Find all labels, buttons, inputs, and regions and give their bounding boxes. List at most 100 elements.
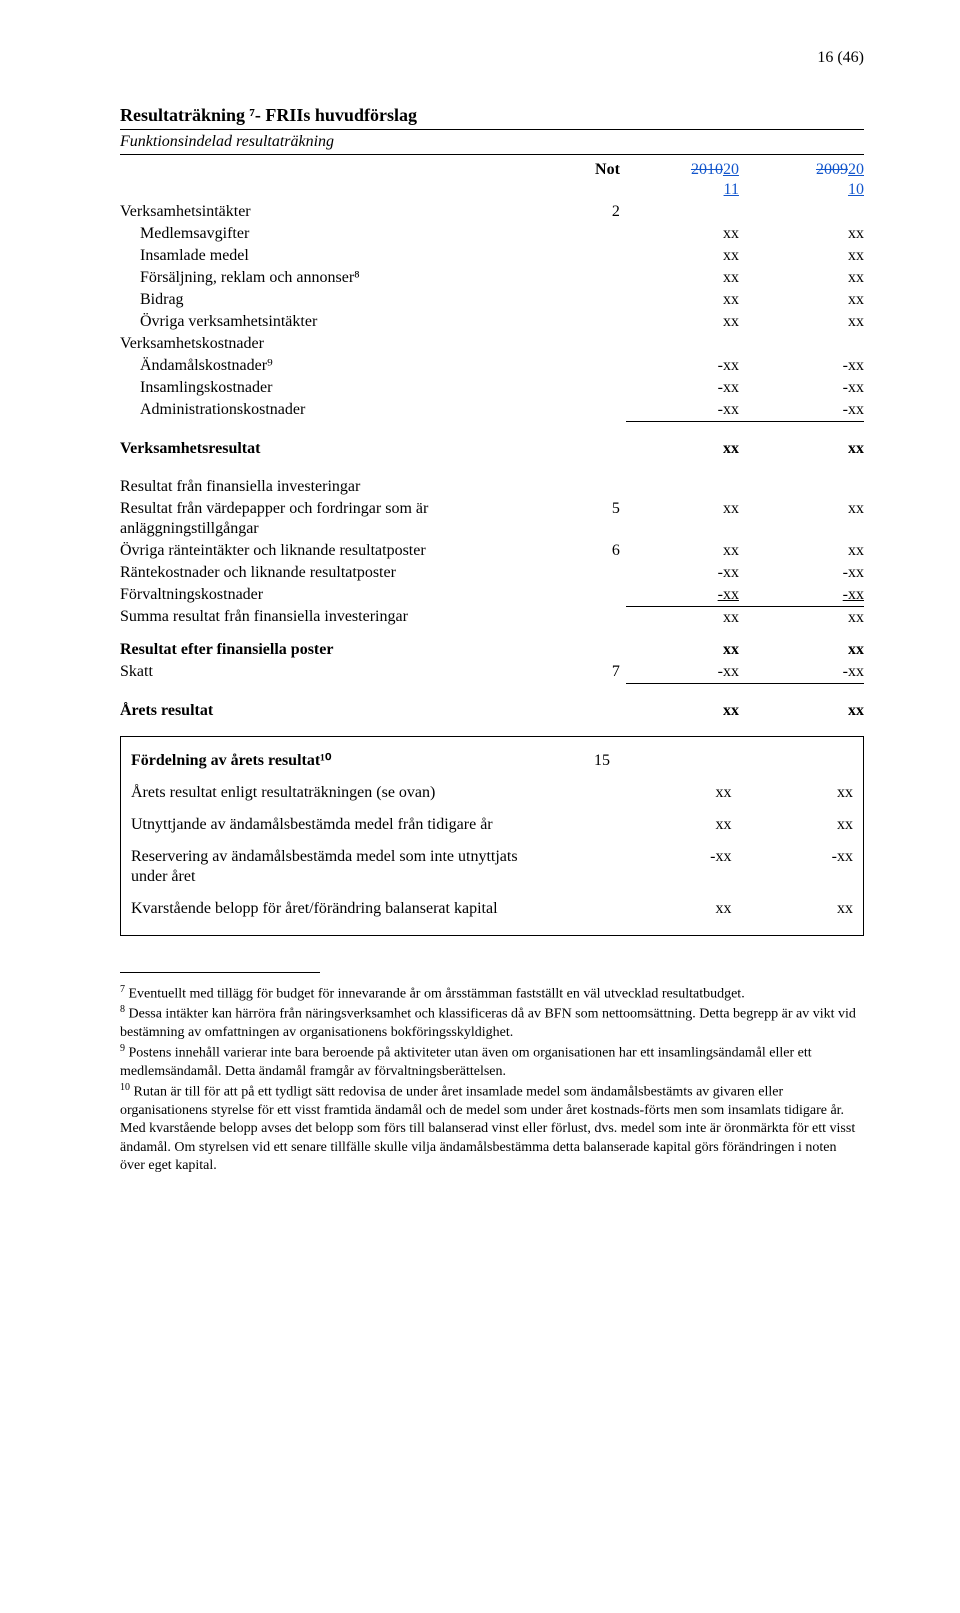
row-cy: xx	[626, 700, 745, 722]
row-label: Verksamhetsintäkter	[120, 201, 566, 223]
row-not: 7	[566, 661, 626, 684]
row-py	[745, 333, 864, 355]
row-label: Räntekostnader och liknande resultatpost…	[120, 562, 566, 584]
row-py: xx	[745, 311, 864, 333]
subtitle: Funktionsindelad resultaträkning	[120, 129, 864, 155]
box-row: Kvarstående belopp för året/förändring b…	[131, 893, 853, 925]
table-row: Bidragxxxx	[120, 289, 864, 311]
row-label: Bidrag	[120, 289, 566, 311]
row-label: Resultat efter finansiella poster	[120, 639, 566, 661]
row-cy: xx	[626, 639, 745, 661]
footnote: 10 Rutan är till för att på ett tydligt …	[120, 1081, 864, 1175]
footnote-divider	[120, 972, 320, 973]
row-label: Verksamhetskostnader	[120, 333, 566, 355]
row-label: Övriga ränteintäkter och liknande result…	[120, 540, 566, 562]
row-py: -xx	[745, 584, 864, 607]
table-row: Resultat från finansiella investeringar	[120, 476, 864, 498]
footnote: 8 Dessa intäkter kan härröra från näring…	[120, 1003, 864, 1042]
table-row: Förvaltningskostnader-xx-xx	[120, 584, 864, 607]
table-header-row: Not 20102011 20092010	[120, 159, 864, 201]
row-cy: xx	[626, 223, 745, 245]
row-py: xx	[745, 606, 864, 629]
row-label: Resultat från finansiella investeringar	[120, 476, 566, 498]
row-label: Insamlingskostnader	[120, 377, 566, 399]
row-not: 5	[566, 498, 626, 540]
row-not	[566, 223, 626, 245]
row-cy	[626, 201, 745, 223]
row-label: Administrationskostnader	[120, 399, 566, 422]
row-cy: -xx	[626, 355, 745, 377]
row-cy	[626, 476, 745, 498]
row-py: xx	[745, 223, 864, 245]
box-row-cy: xx	[616, 899, 738, 919]
box-row: Reservering av ändamålsbestämda medel so…	[131, 841, 853, 893]
table-row: Resultat från värdepapper och fordringar…	[120, 498, 864, 540]
row-py: -xx	[745, 661, 864, 684]
table-row: Skatt7-xx-xx	[120, 661, 864, 684]
row-not	[566, 476, 626, 498]
row-py: xx	[745, 639, 864, 661]
row-cy: -xx	[626, 584, 745, 607]
row-py: -xx	[745, 399, 864, 422]
box-row: Utnyttjande av ändamålsbestämda medel fr…	[131, 809, 853, 841]
row-cy: xx	[626, 606, 745, 629]
box-title: Fördelning av årets resultat¹⁰	[131, 751, 552, 771]
table-row: Summa resultat från finansiella invester…	[120, 606, 864, 629]
row-cy: xx	[626, 498, 745, 540]
table-row: Insamlade medelxxxx	[120, 245, 864, 267]
row-not	[566, 438, 626, 460]
row-label: Resultat från värdepapper och fordringar…	[120, 498, 566, 540]
row-label: Ändamålskostnader⁹	[120, 355, 566, 377]
box-row-label: Utnyttjande av ändamålsbestämda medel fr…	[131, 815, 552, 835]
row-not	[566, 267, 626, 289]
row-py: -xx	[745, 355, 864, 377]
footnote: 7 Eventuellt med tillägg för budget för …	[120, 983, 864, 1004]
table-row: Försäljning, reklam och annonser⁸xxxx	[120, 267, 864, 289]
table-row: Verksamhetsresultat xxxx	[120, 438, 864, 460]
page-number: 16 (46)	[120, 48, 864, 68]
row-not	[566, 245, 626, 267]
row-cy: -xx	[626, 399, 745, 422]
row-label: Verksamhetsresultat	[120, 438, 566, 460]
table-row: Verksamhetskostnader	[120, 333, 864, 355]
row-not	[566, 399, 626, 422]
row-not	[566, 584, 626, 607]
row-py: xx	[745, 498, 864, 540]
row-cy: xx	[626, 438, 745, 460]
row-py: -xx	[745, 562, 864, 584]
row-py: xx	[745, 540, 864, 562]
box-row-cy: xx	[616, 815, 738, 835]
row-not	[566, 355, 626, 377]
row-not	[566, 311, 626, 333]
row-label: Försäljning, reklam och annonser⁸	[120, 267, 566, 289]
table-row: Administrationskostnader -xx-xx	[120, 399, 864, 422]
table-row: Verksamhetsintäkter2	[120, 201, 864, 223]
title: Resultaträkning ⁷- FRIIs huvudförslag	[120, 104, 864, 127]
row-label: Skatt	[120, 661, 566, 684]
row-cy: xx	[626, 245, 745, 267]
box-row-cy: -xx	[616, 847, 738, 887]
row-label: Insamlade medel	[120, 245, 566, 267]
row-not	[566, 606, 626, 629]
row-py: xx	[745, 438, 864, 460]
box-row-py: xx	[737, 899, 853, 919]
row-not: 6	[566, 540, 626, 562]
table-row: Räntekostnader och liknande resultatpost…	[120, 562, 864, 584]
row-not	[566, 289, 626, 311]
row-label: Medlemsavgifter	[120, 223, 566, 245]
row-label: Summa resultat från finansiella invester…	[120, 606, 566, 629]
row-py: xx	[745, 289, 864, 311]
row-py	[745, 201, 864, 223]
box-row-label: Årets resultat enligt resultaträkningen …	[131, 783, 552, 803]
row-not	[566, 377, 626, 399]
footnote: 9 Postens innehåll varierar inte bara be…	[120, 1042, 864, 1081]
row-py: xx	[745, 700, 864, 722]
row-cy: -xx	[626, 661, 745, 684]
box-row-py: xx	[737, 815, 853, 835]
header-not: Not	[566, 159, 626, 201]
row-not	[566, 333, 626, 355]
table-row: Övriga verksamhetsintäkterxxxx	[120, 311, 864, 333]
row-cy: xx	[626, 540, 745, 562]
table-row: Övriga ränteintäkter och liknande result…	[120, 540, 864, 562]
box-row-label: Reservering av ändamålsbestämda medel so…	[131, 847, 552, 887]
